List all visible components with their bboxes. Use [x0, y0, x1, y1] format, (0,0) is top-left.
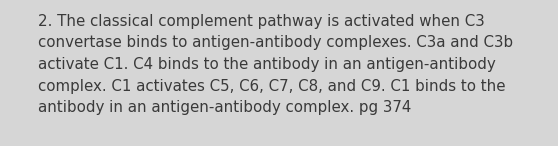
Text: activate C1. C4 binds to the antibody in an antigen-antibody: activate C1. C4 binds to the antibody in… — [38, 57, 496, 72]
Text: complex. C1 activates C5, C6, C7, C8, and C9. C1 binds to the: complex. C1 activates C5, C6, C7, C8, an… — [38, 79, 506, 93]
Text: convertase binds to antigen-antibody complexes. C3a and C3b: convertase binds to antigen-antibody com… — [38, 35, 513, 51]
Text: antibody in an antigen-antibody complex. pg 374: antibody in an antigen-antibody complex.… — [38, 100, 411, 115]
Text: 2. The classical complement pathway is activated when C3: 2. The classical complement pathway is a… — [38, 14, 485, 29]
